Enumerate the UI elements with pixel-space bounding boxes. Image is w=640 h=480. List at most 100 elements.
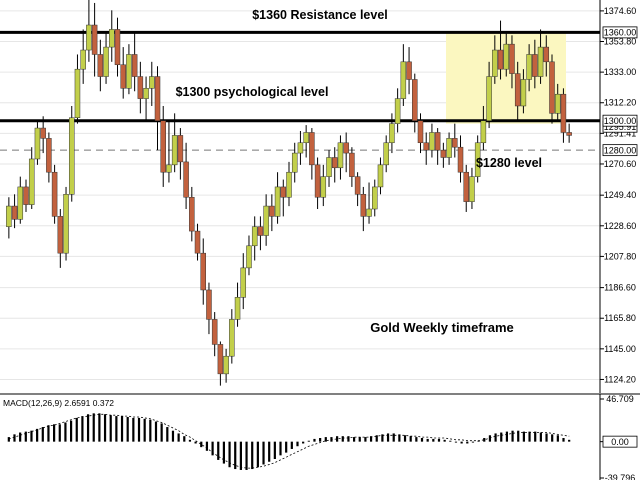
candle — [554, 83, 561, 121]
candle — [91, 2, 98, 77]
level-tag-1300: 1300.00 — [604, 116, 637, 126]
candle-body — [526, 54, 532, 80]
candle — [246, 235, 252, 276]
candle — [23, 179, 29, 212]
candle-body — [46, 138, 52, 173]
candle-body — [6, 205, 12, 227]
candle — [474, 135, 481, 183]
candle — [514, 61, 521, 121]
candle — [257, 216, 264, 251]
candle-body — [372, 186, 378, 210]
candle-body — [497, 49, 504, 70]
candle — [286, 161, 292, 207]
candle-body — [97, 54, 104, 77]
candle — [74, 54, 81, 124]
macd-label: MACD(12,26,9) 2.6591 0.372 — [3, 398, 114, 408]
macd-tick-label: 46.709 — [606, 394, 634, 404]
candle-body — [406, 61, 412, 80]
candle — [400, 44, 407, 106]
candle-body — [131, 54, 138, 77]
candle-body — [229, 319, 235, 357]
candle — [303, 125, 309, 158]
candle — [97, 39, 104, 92]
candle-body — [514, 73, 521, 107]
candle — [171, 113, 178, 173]
candle-body — [297, 142, 304, 154]
candle — [63, 186, 69, 261]
candle-body — [452, 138, 458, 148]
candle-body — [80, 49, 86, 70]
candle — [372, 179, 378, 217]
candle — [131, 32, 138, 92]
candle — [46, 132, 52, 183]
candle — [526, 44, 532, 92]
candle — [469, 167, 475, 210]
candle-body — [51, 171, 58, 217]
candle — [560, 88, 567, 143]
macd-value-box — [602, 435, 638, 448]
candle — [383, 135, 389, 173]
candle — [120, 47, 126, 99]
candle — [143, 76, 149, 121]
candle — [40, 116, 46, 154]
candle — [11, 194, 18, 229]
candle — [200, 238, 206, 305]
candle — [51, 164, 58, 224]
candle — [543, 35, 550, 77]
psychological-annotation: $1300 psychological level — [176, 85, 329, 99]
candle-body — [154, 76, 161, 121]
candle-body — [337, 142, 344, 169]
price-tick-label: 1374.60 — [604, 6, 637, 16]
candle — [291, 142, 298, 183]
candle-body — [63, 194, 69, 254]
candle — [34, 120, 41, 165]
candle — [80, 29, 86, 84]
candle-body — [440, 149, 447, 158]
candle-body — [320, 176, 327, 198]
candle — [394, 88, 401, 133]
candle — [309, 128, 315, 180]
candle — [234, 282, 241, 327]
candle — [109, 10, 115, 62]
candle — [211, 312, 218, 357]
candle — [251, 216, 258, 261]
candle — [217, 341, 224, 386]
candle-body — [400, 61, 407, 99]
candle-body — [143, 88, 149, 99]
candle — [177, 128, 184, 180]
candle — [17, 176, 24, 224]
level-tag-1360-box — [602, 26, 638, 39]
candle-body — [28, 158, 35, 205]
candle-body — [57, 216, 64, 254]
candle — [537, 29, 544, 84]
level-tag-1280-box — [602, 144, 638, 157]
candle-body — [251, 226, 258, 247]
candle-body — [171, 135, 178, 166]
candles — [6, 0, 572, 386]
candle — [297, 131, 304, 165]
candle — [326, 150, 332, 187]
candle-body — [331, 157, 338, 169]
candle — [149, 61, 155, 106]
candle-body — [234, 297, 241, 320]
candle-body — [240, 267, 247, 298]
candle-body — [354, 176, 361, 195]
candle-body — [126, 54, 132, 89]
candle-body — [177, 135, 184, 163]
candle — [497, 20, 504, 80]
level-tag-1300-box — [602, 114, 638, 127]
candle — [446, 132, 452, 165]
candle — [520, 69, 527, 114]
candle-body — [509, 43, 515, 74]
candle — [86, 0, 92, 62]
candle-body — [394, 98, 401, 124]
price-tick-label: 1165.80 — [604, 313, 636, 323]
price-tick-label: 1249.40 — [604, 190, 637, 200]
candle — [269, 194, 275, 232]
price-tick-label: 1145.00 — [604, 344, 636, 354]
candle — [509, 35, 515, 89]
candle — [160, 105, 166, 187]
candle-body — [149, 76, 155, 89]
candle — [183, 142, 189, 210]
candle-body — [469, 176, 475, 202]
